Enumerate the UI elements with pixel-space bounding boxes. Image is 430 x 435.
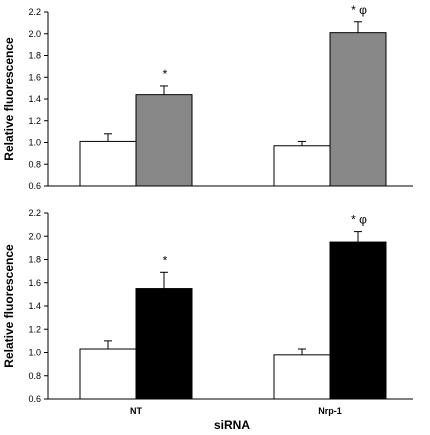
bar-control — [273, 354, 331, 400]
y-tick-label: 1.4 — [28, 94, 41, 104]
y-tick-label: 1.4 — [28, 301, 41, 311]
y-tick-label: 1.2 — [28, 324, 41, 334]
top-panel: 0.6 0.8 1.0 1.2 1.4 1.6 1.8 2.0 2.2 Relative fluo… — [2, 3, 413, 191]
y-tick-label: 2.2 — [28, 7, 41, 17]
x-category-label: Nrp-1 — [318, 406, 342, 416]
bar-treated — [329, 32, 387, 187]
y-tick-label: 0.8 — [28, 371, 41, 381]
significance-annotation: * — [163, 67, 168, 81]
y-tick-label: 1.8 — [28, 255, 41, 265]
significance-annotation: * φ — [351, 3, 367, 17]
bar-control — [79, 140, 137, 187]
significance-annotation: * φ — [351, 213, 367, 227]
bar-treated — [329, 241, 387, 400]
bar-treated — [135, 94, 193, 187]
y-tick-label: 1.8 — [28, 51, 41, 61]
bar-control — [79, 348, 137, 400]
y-axis-label: Relative fluorescence — [2, 37, 16, 161]
y-tick-label: 0.8 — [28, 159, 41, 169]
y-tick-label: 1.0 — [28, 348, 41, 358]
significance-annotation: * — [163, 253, 168, 267]
y-tick-label: 2.0 — [28, 29, 41, 39]
y-tick-label: 1.2 — [28, 116, 41, 126]
y-axis-label: Relative fluorescence — [2, 244, 16, 368]
x-axis-label: siRNA — [214, 418, 250, 432]
y-tick-label: 1.0 — [28, 138, 41, 148]
y-tick-label: 0.6 — [28, 394, 41, 404]
bar-treated — [135, 288, 193, 400]
y-tick-label: 1.6 — [28, 278, 41, 288]
y-tick-label: 0.6 — [28, 181, 41, 191]
bottom-panel: 0.6 0.8 1.0 1.2 1.4 1.6 1.8 2.0 2.2 Relative fluo… — [2, 208, 413, 432]
bar-control — [273, 145, 331, 187]
y-tick-label: 2.0 — [28, 231, 41, 241]
y-tick-label: 1.6 — [28, 72, 41, 82]
x-category-label: NT — [130, 406, 142, 416]
y-tick-label: 2.2 — [28, 208, 41, 218]
